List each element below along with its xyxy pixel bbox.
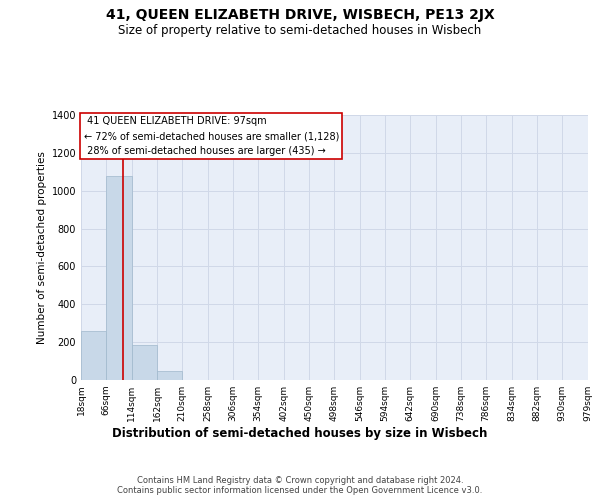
Text: Contains HM Land Registry data © Crown copyright and database right 2024.
Contai: Contains HM Land Registry data © Crown c…: [118, 476, 482, 495]
Text: 41 QUEEN ELIZABETH DRIVE: 97sqm
← 72% of semi-detached houses are smaller (1,128: 41 QUEEN ELIZABETH DRIVE: 97sqm ← 72% of…: [83, 116, 339, 156]
Bar: [106, 176, 131, 380]
Y-axis label: Number of semi-detached properties: Number of semi-detached properties: [37, 151, 47, 344]
Bar: [157, 370, 182, 380]
Text: Distribution of semi-detached houses by size in Wisbech: Distribution of semi-detached houses by …: [112, 428, 488, 440]
Text: Size of property relative to semi-detached houses in Wisbech: Size of property relative to semi-detach…: [118, 24, 482, 37]
Bar: [131, 345, 157, 380]
Text: 41, QUEEN ELIZABETH DRIVE, WISBECH, PE13 2JX: 41, QUEEN ELIZABETH DRIVE, WISBECH, PE13…: [106, 8, 494, 22]
Bar: [81, 331, 106, 380]
